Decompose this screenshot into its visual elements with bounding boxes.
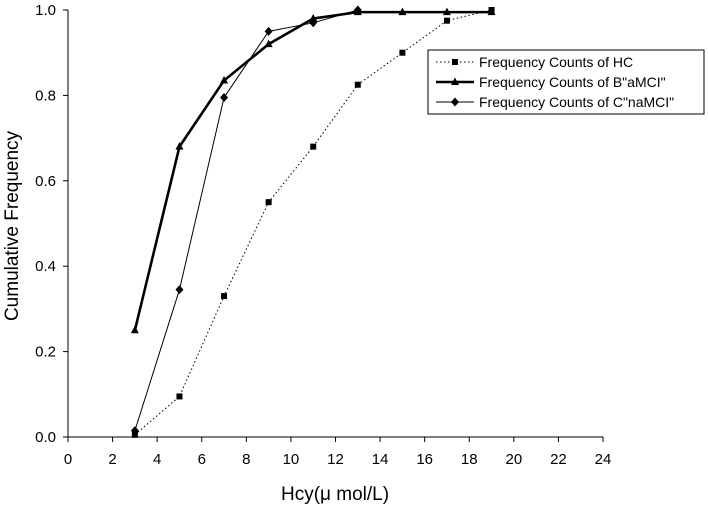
- data-point: [130, 426, 139, 436]
- series-line: [134, 9, 358, 431]
- x-axis-ticks: 0 2 4 6 8 10 12 14 16 18 20 22 24: [64, 437, 612, 468]
- y-tick-label: 0.4: [35, 258, 56, 275]
- data-point: [264, 39, 273, 48]
- y-tick-label: 0.6: [35, 173, 56, 190]
- data-point: [264, 26, 273, 36]
- data-point: [220, 93, 229, 103]
- data-point: [175, 285, 184, 295]
- legend-label: Frequency Counts of C"naMCI": [479, 94, 674, 110]
- data-point: [130, 325, 139, 334]
- legend-marker: [451, 77, 459, 85]
- data-point: [176, 393, 183, 400]
- x-tick-label: 0: [64, 451, 72, 468]
- data-point: [265, 199, 272, 206]
- data-point: [399, 49, 406, 56]
- data-point: [443, 17, 450, 24]
- data-point: [353, 5, 362, 15]
- x-tick-label: 22: [550, 451, 567, 468]
- data-point: [398, 7, 407, 16]
- data-point: [487, 7, 496, 16]
- x-tick-label: 14: [372, 451, 389, 468]
- x-axis-title: Hcy(μ mol/L): [281, 484, 389, 505]
- y-axis-title: Cumulative Frequency: [2, 130, 23, 321]
- series-layer: [130, 5, 496, 438]
- x-tick-label: 8: [242, 451, 250, 468]
- data-point: [354, 81, 361, 88]
- x-tick-label: 16: [416, 451, 433, 468]
- data-point: [175, 142, 184, 150]
- legend-item: Frequency Counts of HC: [436, 54, 633, 70]
- data-point: [309, 14, 318, 22]
- legend-label: Frequency Counts of B"aMCI": [479, 74, 666, 90]
- y-tick-label: 0.8: [35, 87, 56, 104]
- y-tick-label: 1.0: [35, 2, 56, 19]
- x-tick-label: 10: [283, 451, 300, 468]
- legend-marker: [452, 59, 458, 65]
- series-3: [130, 5, 362, 436]
- x-tick-label: 6: [198, 451, 206, 468]
- x-tick-label: 12: [327, 451, 344, 468]
- x-tick-label: 18: [461, 451, 478, 468]
- y-axis-ticks: 0.0 0.2 0.4 0.6 0.8 1.0: [35, 2, 68, 446]
- legend-label: Frequency Counts of HC: [479, 54, 633, 70]
- x-tick-label: 4: [153, 451, 161, 468]
- x-tick-label: 2: [108, 451, 116, 468]
- y-tick-label: 0.2: [35, 344, 56, 361]
- data-point: [310, 143, 317, 150]
- y-tick-label: 0.0: [35, 429, 56, 446]
- data-point: [221, 293, 228, 300]
- data-point: [309, 18, 318, 28]
- legend: Frequency Counts of HC Frequency Counts o…: [427, 49, 705, 115]
- legend-item: Frequency Counts of B"aMCI": [436, 74, 666, 90]
- x-tick-label: 24: [595, 451, 612, 468]
- legend-marker: [451, 97, 459, 107]
- data-point: [442, 7, 451, 16]
- legend-item: Frequency Counts of C"naMCI": [436, 94, 674, 110]
- data-point: [220, 75, 229, 84]
- x-tick-label: 20: [505, 451, 522, 468]
